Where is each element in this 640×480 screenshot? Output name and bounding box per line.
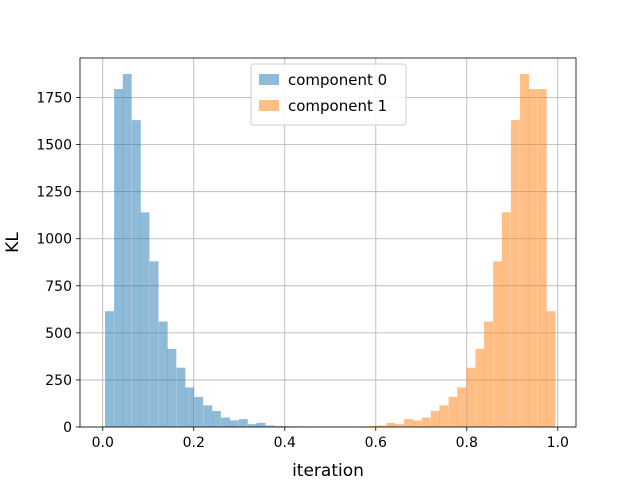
- histogram-bar: [386, 422, 396, 427]
- y-axis-ticks: 0 250 500 750 1000 1250 1500 1750: [36, 91, 80, 436]
- histogram-bar: [265, 425, 275, 427]
- histogram-bar: [149, 261, 159, 427]
- legend-label: component 1: [288, 97, 387, 115]
- histogram-bar: [274, 426, 284, 427]
- histogram-bar: [528, 89, 538, 427]
- histogram-bar: [493, 261, 503, 427]
- y-tick-label: 1500: [36, 138, 72, 154]
- histogram-bar: [176, 367, 186, 427]
- x-axis-ticks: 0.0 0.2 0.4 0.6 0.8 1.0: [92, 427, 569, 451]
- histogram-bars: [105, 74, 556, 427]
- histogram-bar: [140, 212, 150, 427]
- y-tick-label: 500: [45, 326, 72, 342]
- y-tick-label: 1250: [36, 185, 72, 201]
- legend-swatch: [259, 100, 279, 111]
- histogram-bar: [484, 321, 493, 427]
- histogram-bar: [122, 74, 132, 427]
- histogram-bar: [256, 422, 266, 427]
- histogram-bar: [203, 405, 213, 427]
- histogram-bar: [475, 348, 485, 427]
- y-tick-label: 250: [45, 373, 72, 389]
- histogram-bar: [439, 405, 449, 427]
- plot-frame: [79, 57, 577, 428]
- legend-label: component 0: [288, 71, 387, 89]
- histogram-bar: [377, 425, 387, 427]
- histogram-bar: [194, 396, 204, 427]
- x-tick-label: 0.0: [92, 435, 114, 451]
- histogram-bar: [158, 321, 168, 427]
- histogram-bar: [238, 419, 248, 427]
- histogram-bar: [520, 74, 529, 427]
- histogram-bar: [167, 348, 177, 427]
- x-tick-label: 0.2: [183, 435, 205, 451]
- histogram-bar: [368, 426, 377, 427]
- histogram-bar: [185, 387, 195, 427]
- legend-swatch: [259, 74, 279, 85]
- y-tick-label: 750: [45, 279, 72, 295]
- histogram-bar: [466, 367, 476, 427]
- histogram-bar: [546, 311, 556, 427]
- histogram-bar: [211, 410, 221, 427]
- histogram-bar: [421, 417, 431, 427]
- x-tick-label: 0.4: [274, 435, 296, 451]
- histogram-bar: [448, 396, 458, 427]
- histogram-bar: [247, 424, 257, 427]
- histogram-bar: [105, 311, 114, 427]
- y-axis-label: KL: [3, 232, 23, 253]
- histogram-bar: [537, 89, 547, 427]
- histogram-bar: [114, 89, 124, 427]
- histogram-bar: [221, 417, 230, 427]
- y-tick-label: 1750: [36, 91, 72, 107]
- histogram-bar: [457, 387, 467, 427]
- y-tick-label: 0: [63, 420, 72, 436]
- legend: component 0 component 1: [250, 63, 407, 126]
- x-tick-label: 0.6: [365, 435, 387, 451]
- histogram-bar: [510, 120, 520, 427]
- histogram-bar: [412, 420, 422, 427]
- histogram-bar: [403, 419, 413, 427]
- x-tick-label: 1.0: [547, 435, 569, 451]
- histogram-bar: [131, 120, 141, 427]
- y-tick-label: 1000: [36, 232, 72, 248]
- histogram-bar: [229, 420, 239, 427]
- histogram-bar: [430, 410, 440, 427]
- histogram-bar: [394, 424, 404, 427]
- histogram-bar: [501, 212, 511, 427]
- x-tick-label: 0.8: [456, 435, 478, 451]
- x-axis-label: iteration: [292, 461, 364, 480]
- legend-box: [250, 63, 407, 126]
